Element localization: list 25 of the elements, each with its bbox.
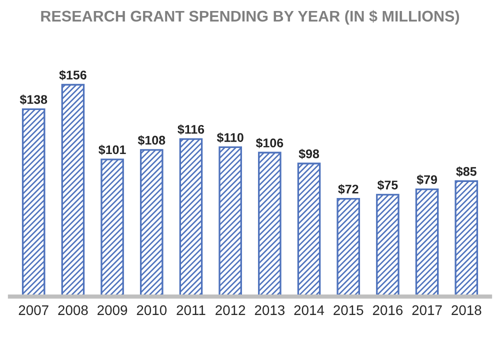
data-label: $75 [377,180,398,190]
data-label: $116 [178,124,204,135]
data-label: $110 [216,132,244,143]
x-tick-label: 2011 [176,305,206,316]
data-label: $156 [59,70,86,80]
data-label: $72 [338,184,358,194]
data-label: $85 [456,166,476,177]
data-label: $101 [98,144,126,155]
x-tick-label: 2014 [294,305,324,316]
data-label: $138 [20,94,48,105]
x-tick-label: 2018 [452,305,482,316]
x-tick-label: 2010 [136,305,167,316]
x-tick-label: 2016 [372,305,403,316]
data-label: $106 [256,138,284,148]
data-label: $79 [416,174,438,185]
x-tick-label: 2017 [412,305,442,316]
chart-title: RESEARCH GRANT SPENDING BY YEAR (IN $ MILLIONS) [41,10,460,25]
x-tick-label: 2009 [98,305,128,316]
x-tick-label: 2013 [254,305,285,316]
data-label: $108 [138,135,166,146]
data-label: $98 [298,148,320,160]
x-tick-label: 2007 [18,305,48,316]
x-tick-label: 2015 [334,305,364,316]
x-tick-label: 2012 [216,305,246,316]
x-tick-label: 2008 [58,305,88,316]
